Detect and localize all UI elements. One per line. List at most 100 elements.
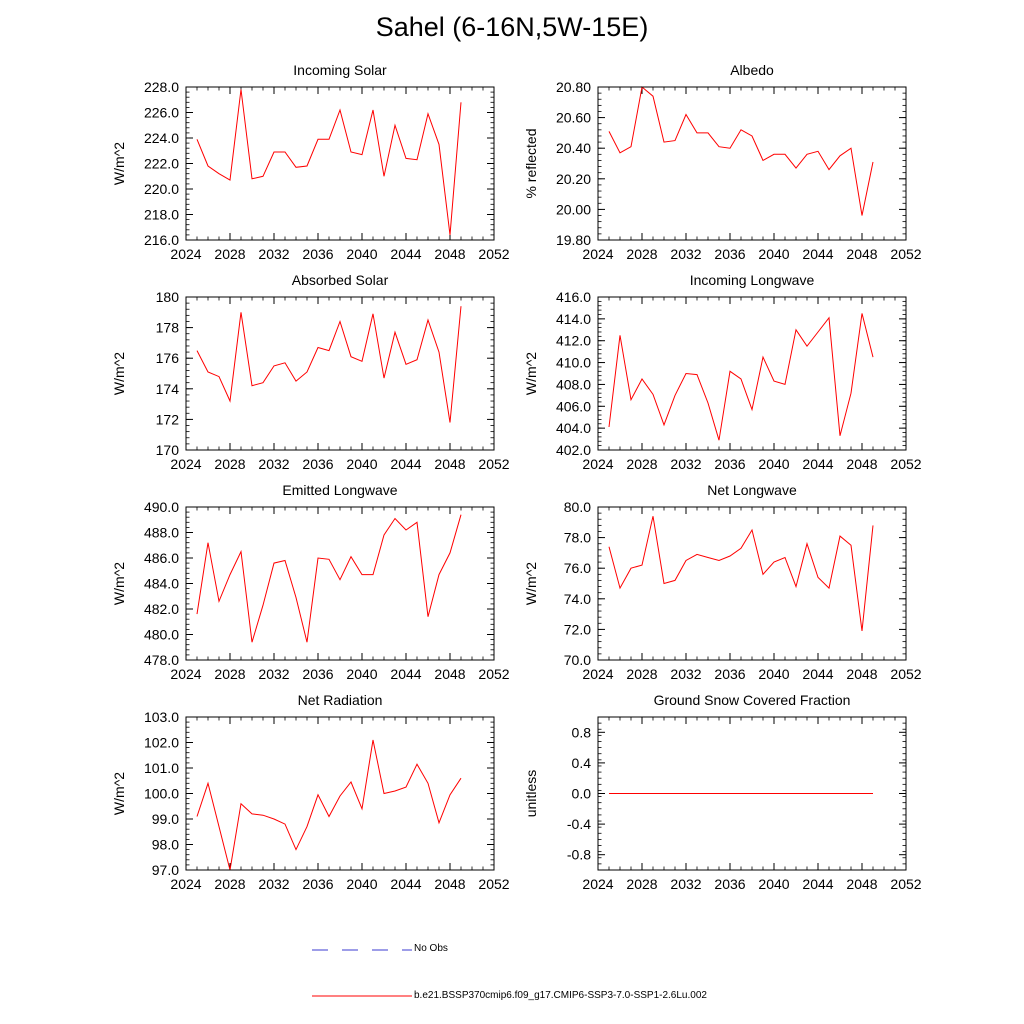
y-tick-label: 222.0	[144, 156, 179, 172]
series-line	[608, 86, 874, 216]
x-tick-label: 2052	[478, 246, 509, 262]
x-tick-label: 2024	[170, 456, 201, 472]
x-tick-label: 2028	[626, 246, 657, 262]
series-line	[608, 313, 874, 441]
series-line	[608, 516, 874, 631]
x-tick-label: 2044	[802, 456, 833, 472]
x-tick-label: 2024	[582, 246, 613, 262]
plot-frame	[597, 506, 907, 661]
y-tick-label: 414.0	[556, 311, 591, 327]
x-tick-label: 2048	[434, 876, 465, 892]
legend	[312, 949, 412, 997]
y-tick-label: 228.0	[144, 79, 179, 95]
y-tick-label: 486.0	[144, 550, 179, 566]
y-tick-label: 0.8	[572, 724, 592, 740]
y-tick-label: 20.00	[556, 201, 591, 217]
plot-frame	[185, 86, 495, 241]
y-tick-label: 416.0	[556, 289, 591, 305]
panel-5: Net Longwave 70.0 72.0 74.0 76.0 78.0 80.0 2024…	[523, 482, 922, 682]
panel-7: Ground Snow Covered Fraction -0.8 -0.4 0.0 0…	[523, 692, 922, 892]
y-tick-label: 404.0	[556, 420, 591, 436]
x-tick-label: 2032	[670, 876, 701, 892]
x-tick-label: 2036	[302, 666, 333, 682]
y-tick-label: 220.0	[144, 181, 179, 197]
panel-0: Incoming Solar 216.0 218.0 220.0 222.0 224.0 2…	[111, 62, 510, 262]
y-tick-label: 180	[156, 289, 180, 305]
x-tick-label: 2048	[846, 666, 877, 682]
y-tick-label: 19.80	[556, 232, 591, 248]
y-axis-label: W/m^2	[523, 352, 539, 395]
x-tick-label: 2044	[390, 666, 421, 682]
x-tick-label: 2048	[846, 876, 877, 892]
x-tick-label: 2032	[670, 666, 701, 682]
plot-frame	[597, 86, 907, 241]
legend-obs-label: No Obs	[414, 943, 448, 954]
x-tick-label: 2048	[434, 666, 465, 682]
x-tick-label: 2040	[346, 876, 377, 892]
y-tick-label: 484.0	[144, 576, 179, 592]
y-tick-label: 20.40	[556, 140, 591, 156]
y-axis-label: W/m^2	[111, 562, 127, 605]
panel-title: Emitted Longwave	[282, 482, 397, 498]
x-tick-label: 2032	[670, 246, 701, 262]
x-tick-label: 2032	[258, 666, 289, 682]
x-tick-label: 2024	[582, 666, 613, 682]
y-tick-label: 103.0	[144, 709, 179, 725]
panel-title: Net Radiation	[298, 692, 383, 708]
y-tick-label: 216.0	[144, 232, 179, 248]
y-tick-label: 224.0	[144, 130, 179, 146]
x-tick-label: 2052	[478, 456, 509, 472]
plot-frame	[597, 716, 907, 871]
legend-model-label: b.e21.BSSP370cmip6.f09_g17.CMIP6-SSP3-7.…	[414, 990, 707, 1001]
x-tick-label: 2024	[170, 876, 201, 892]
x-tick-label: 2048	[846, 456, 877, 472]
x-tick-label: 2036	[714, 876, 745, 892]
y-tick-label: 488.0	[144, 525, 179, 541]
x-tick-label: 2052	[478, 666, 509, 682]
y-tick-label: 102.0	[144, 735, 179, 751]
y-tick-label: 101.0	[144, 760, 179, 776]
panel-1: Albedo 19.80 20.00 20.20 20.40 20.60 20.80 2024…	[523, 62, 922, 262]
y-tick-label: 78.0	[564, 530, 591, 546]
y-axis-label: W/m^2	[111, 352, 127, 395]
plot-frame	[185, 716, 495, 871]
y-axis-label: W/m^2	[111, 772, 127, 815]
y-tick-label: 218.0	[144, 207, 179, 223]
y-tick-label: 76.0	[564, 560, 591, 576]
panel-title: Net Longwave	[707, 482, 797, 498]
x-tick-label: 2028	[214, 246, 245, 262]
plot-frame	[597, 296, 907, 451]
y-tick-label: 412.0	[556, 333, 591, 349]
x-tick-label: 2036	[302, 876, 333, 892]
x-tick-label: 2024	[170, 246, 201, 262]
panel-3: Incoming Longwave 402.0 404.0 406.0 408.0 410…	[523, 272, 922, 472]
x-tick-label: 2044	[390, 456, 421, 472]
y-tick-label: 0.0	[572, 786, 592, 802]
x-tick-label: 2024	[582, 876, 613, 892]
panel-title: Albedo	[730, 62, 774, 78]
x-tick-label: 2036	[714, 666, 745, 682]
y-tick-label: 176	[156, 350, 180, 366]
x-tick-label: 2040	[346, 456, 377, 472]
x-tick-label: 2024	[582, 456, 613, 472]
x-tick-label: 2044	[390, 876, 421, 892]
series-line	[196, 89, 462, 235]
x-tick-label: 2040	[346, 666, 377, 682]
x-tick-label: 2052	[890, 876, 921, 892]
y-tick-label: 99.0	[152, 811, 179, 827]
x-tick-label: 2052	[890, 456, 921, 472]
y-tick-label: 478.0	[144, 652, 179, 668]
x-tick-label: 2044	[802, 246, 833, 262]
y-axis-label: W/m^2	[523, 562, 539, 605]
x-tick-label: 2036	[302, 246, 333, 262]
y-axis-label: % reflected	[523, 128, 539, 198]
x-tick-label: 2044	[802, 666, 833, 682]
x-tick-label: 2052	[890, 246, 921, 262]
x-tick-label: 2036	[714, 456, 745, 472]
y-tick-label: 20.60	[556, 110, 591, 126]
panel-title: Ground Snow Covered Fraction	[654, 692, 851, 708]
x-tick-label: 2048	[434, 246, 465, 262]
series-line	[196, 739, 462, 871]
y-tick-label: 174	[156, 381, 180, 397]
y-tick-label: 410.0	[556, 355, 591, 371]
